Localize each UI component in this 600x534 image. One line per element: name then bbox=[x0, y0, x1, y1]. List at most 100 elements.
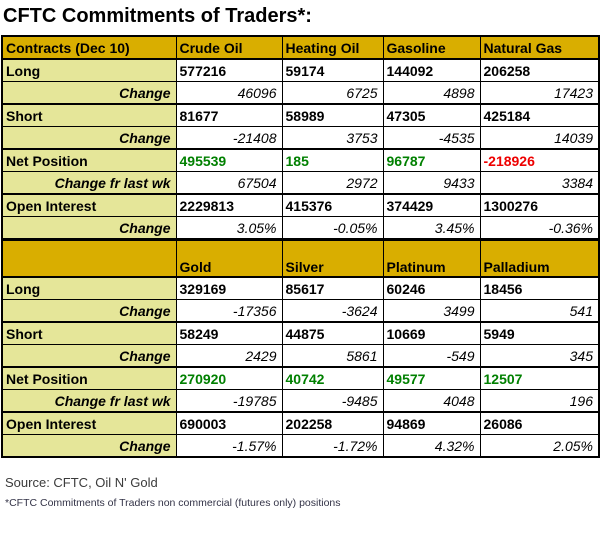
cell-value: 58249 bbox=[175, 321, 283, 345]
cell-value: -1.57% bbox=[175, 434, 283, 458]
row-label: Change fr last wk bbox=[1, 389, 177, 413]
cell-value: 4898 bbox=[382, 81, 481, 105]
cell-value: 2429 bbox=[175, 344, 283, 368]
table-row: Change 46096 6725 4898 17423 bbox=[1, 81, 600, 105]
cell-value: -218926 bbox=[479, 148, 600, 172]
cell-value: 690003 bbox=[175, 411, 283, 435]
cell-value: 6725 bbox=[281, 81, 384, 105]
table-row: Open Interest 690003 202258 94869 26086 bbox=[1, 411, 600, 435]
table-row: Change fr last wk 67504 2972 9433 3384 bbox=[1, 171, 600, 195]
column-header: Crude Oil bbox=[175, 35, 283, 60]
table-row: Open Interest 2229813 415376 374429 1300276 bbox=[1, 193, 600, 217]
row-label: Net Position bbox=[1, 366, 177, 390]
page: CFTC Commitments of Traders*: Contracts … bbox=[1, 5, 600, 509]
cell-value: -3624 bbox=[281, 299, 384, 323]
row-label: Change bbox=[1, 216, 177, 240]
source-text: Source: CFTC, Oil N' Gold bbox=[5, 475, 158, 490]
column-header: Natural Gas bbox=[479, 35, 600, 60]
table-row: Long 577216 59174 144092 206258 bbox=[1, 58, 600, 82]
cell-value: 5949 bbox=[479, 321, 600, 345]
cell-value: 374429 bbox=[382, 193, 481, 217]
cell-value: 44875 bbox=[281, 321, 384, 345]
cell-value: -21408 bbox=[175, 126, 283, 150]
cell-value: 2.05% bbox=[479, 434, 600, 458]
cell-value: 3384 bbox=[479, 171, 600, 195]
cell-value: 18456 bbox=[479, 276, 600, 300]
cell-value: 10669 bbox=[382, 321, 481, 345]
cell-value: 85617 bbox=[281, 276, 384, 300]
table-row: Short 58249 44875 10669 5949 bbox=[1, 321, 600, 345]
cell-value: 4.32% bbox=[382, 434, 481, 458]
cell-value: 47305 bbox=[382, 103, 481, 127]
cell-value: 345 bbox=[479, 344, 600, 368]
table-row: Change -21408 3753 -4535 14039 bbox=[1, 126, 600, 150]
row-label: Change bbox=[1, 299, 177, 323]
cell-value: 40742 bbox=[281, 366, 384, 390]
cell-value: 2229813 bbox=[175, 193, 283, 217]
table-row: Change fr last wk -19785 -9485 4048 196 bbox=[1, 389, 600, 413]
column-header: Heating Oil bbox=[281, 35, 384, 60]
column-header: Silver bbox=[281, 238, 384, 278]
table-row: Net Position 270920 40742 49577 12507 bbox=[1, 366, 600, 390]
column-header: Gasoline bbox=[382, 35, 481, 60]
cell-value: 67504 bbox=[175, 171, 283, 195]
cell-value: 206258 bbox=[479, 58, 600, 82]
cell-value: 415376 bbox=[281, 193, 384, 217]
cell-value: 577216 bbox=[175, 58, 283, 82]
cell-value: 196 bbox=[479, 389, 600, 413]
row-label: Change bbox=[1, 434, 177, 458]
cell-value: -17356 bbox=[175, 299, 283, 323]
cell-value: 202258 bbox=[281, 411, 384, 435]
row-label: Open Interest bbox=[1, 411, 177, 435]
footnote-text: *CFTC Commitments of Traders non commerc… bbox=[5, 497, 341, 509]
cell-value: 1300276 bbox=[479, 193, 600, 217]
cell-value: 58989 bbox=[281, 103, 384, 127]
row-label: Change bbox=[1, 81, 177, 105]
cell-value: -1.72% bbox=[281, 434, 384, 458]
table-row: Change 2429 5861 -549 345 bbox=[1, 344, 600, 368]
cell-value: 59174 bbox=[281, 58, 384, 82]
cell-value: 3753 bbox=[281, 126, 384, 150]
row-label: Open Interest bbox=[1, 193, 177, 217]
cell-value: -549 bbox=[382, 344, 481, 368]
cell-value: 2972 bbox=[281, 171, 384, 195]
table-row: Short 81677 58989 47305 425184 bbox=[1, 103, 600, 127]
cell-value: 14039 bbox=[479, 126, 600, 150]
column-header: Gold bbox=[175, 238, 283, 278]
row-label: Long bbox=[1, 276, 177, 300]
cell-value: 26086 bbox=[479, 411, 600, 435]
cell-value: -4535 bbox=[382, 126, 481, 150]
cell-value: 60246 bbox=[382, 276, 481, 300]
cell-value: -9485 bbox=[281, 389, 384, 413]
cell-value: 5861 bbox=[281, 344, 384, 368]
cell-value: -0.05% bbox=[281, 216, 384, 240]
cell-value: 94869 bbox=[382, 411, 481, 435]
table-row: Change -1.57% -1.72% 4.32% 2.05% bbox=[1, 434, 600, 458]
cell-value: 329169 bbox=[175, 276, 283, 300]
cell-value: 3.05% bbox=[175, 216, 283, 240]
cell-value: 495539 bbox=[175, 148, 283, 172]
header-row-metals: Gold Silver Platinum Palladium bbox=[1, 238, 600, 278]
table-row: Change 3.05% -0.05% 3.45% -0.36% bbox=[1, 216, 600, 240]
table-row: Change -17356 -3624 3499 541 bbox=[1, 299, 600, 323]
cell-value: -0.36% bbox=[479, 216, 600, 240]
row-label: Change fr last wk bbox=[1, 171, 177, 195]
row-label: Long bbox=[1, 58, 177, 82]
page-title: CFTC Commitments of Traders*: bbox=[3, 5, 312, 27]
cell-value: 49577 bbox=[382, 366, 481, 390]
cell-value: 17423 bbox=[479, 81, 600, 105]
corner-header bbox=[1, 238, 177, 278]
cell-value: 12507 bbox=[479, 366, 600, 390]
row-label: Change bbox=[1, 344, 177, 368]
table-row: Long 329169 85617 60246 18456 bbox=[1, 276, 600, 300]
cell-value: 185 bbox=[281, 148, 384, 172]
row-label: Short bbox=[1, 321, 177, 345]
cell-value: 81677 bbox=[175, 103, 283, 127]
cell-value: 96787 bbox=[382, 148, 481, 172]
cell-value: 46096 bbox=[175, 81, 283, 105]
corner-header: Contracts (Dec 10) bbox=[1, 35, 177, 60]
cell-value: -19785 bbox=[175, 389, 283, 413]
cell-value: 144092 bbox=[382, 58, 481, 82]
cell-value: 541 bbox=[479, 299, 600, 323]
column-header: Platinum bbox=[382, 238, 481, 278]
